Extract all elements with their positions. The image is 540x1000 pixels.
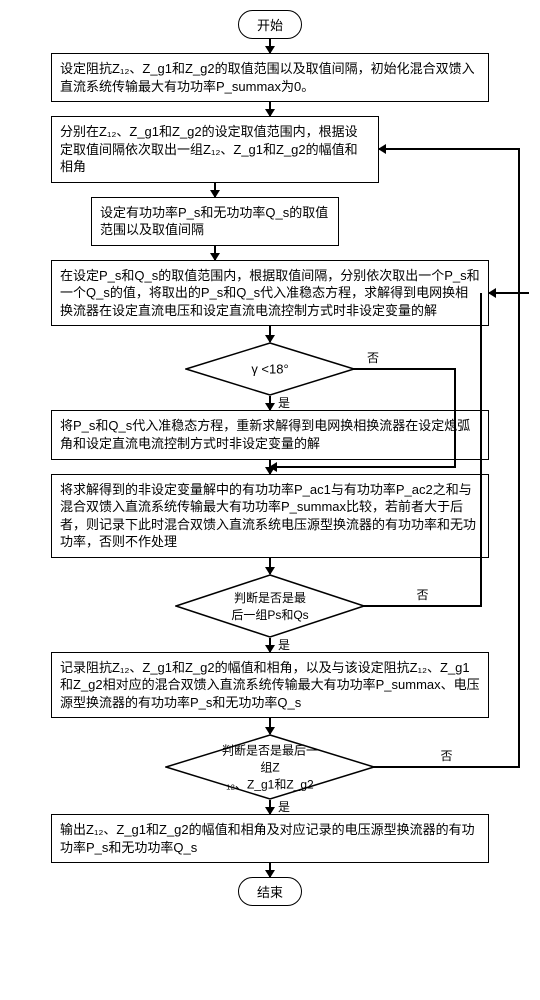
d1-no-h	[353, 368, 456, 370]
d3-no-label: 否	[441, 747, 453, 764]
d3-text: 判断是否是最后一组Z ₁₂、Z_g1和Z_g2	[218, 742, 323, 793]
d2-no-label: 否	[417, 586, 429, 603]
decision-d2: 判断是否是最 后一组Ps和Qs	[175, 574, 365, 638]
d2-text: 判断是否是最 后一组Ps和Qs	[231, 589, 308, 623]
box-b7: 记录阻抗Z₁₂、Z_g1和Z_g2的幅值和相角，以及与该设定阻抗Z₁₂、Z_g1…	[51, 652, 489, 719]
end-terminal: 结束	[238, 877, 302, 906]
a-b3	[214, 246, 216, 260]
a-d1	[269, 396, 271, 410]
b8-text: 输出Z₁₂、Z_g1和Z_g2的幅值和相角及对应记录的电压源型换流器的有功功率P…	[60, 822, 475, 855]
a-b4	[269, 326, 271, 342]
b1-text: 设定阻抗Z₁₂、Z_g1和Z_g2的取值范围以及取值间隔，初始化混合双馈入直流系…	[60, 61, 475, 94]
d1-text: γ <18°	[251, 362, 288, 377]
d1-no-h-bottom	[270, 466, 456, 468]
a-d2	[269, 638, 271, 652]
box-b4: 在设定P_s和Q_s的取值范围内，根据取值间隔，分别依次取出一个P_s和一个Q_…	[51, 260, 489, 327]
b4-text: 在设定P_s和Q_s的取值范围内，根据取值间隔，分别依次取出一个P_s和一个Q_…	[60, 268, 480, 318]
a-b8	[269, 863, 271, 877]
box-b3: 设定有功功率P_s和无功功率Q_s的取值范围以及取值间隔	[91, 197, 339, 246]
b6-text: 将求解得到的非设定变量解中的有功功率P_ac1与有功功率P_ac2之和与混合双馈…	[60, 482, 476, 550]
box-b6: 将求解得到的非设定变量解中的有功功率P_ac1与有功功率P_ac2之和与混合双馈…	[51, 474, 489, 558]
a-d3	[269, 800, 271, 814]
loop-d2-to-b4-h-top	[489, 292, 529, 294]
box-b8: 输出Z₁₂、Z_g1和Z_g2的幅值和相角及对应记录的电压源型换流器的有功功率P…	[51, 814, 489, 863]
a-b1	[269, 102, 271, 116]
start-text: 开始	[257, 18, 283, 33]
start-terminal: 开始	[238, 10, 302, 39]
d2-yes-label: 是	[278, 636, 290, 653]
d1-yes-label: 是	[278, 394, 290, 411]
d1-no-label: 否	[367, 349, 379, 366]
end-text: 结束	[257, 885, 283, 900]
a-b7	[269, 718, 271, 734]
a-start	[269, 39, 271, 53]
box-b5: 将P_s和Q_s代入准稳态方程，重新求解得到电网换相换流器在设定熄弧角和设定直流…	[51, 410, 489, 459]
b3-text: 设定有功功率P_s和无功功率Q_s的取值范围以及取值间隔	[100, 205, 328, 238]
decision-d3: 判断是否是最后一组Z ₁₂、Z_g1和Z_g2	[165, 734, 375, 800]
a-b5	[269, 460, 271, 474]
loop-d3-to-b2-v	[518, 149, 520, 767]
d3-yes-label: 是	[278, 798, 290, 815]
loop-d2-to-b4-v	[480, 293, 482, 606]
d2-no-h	[363, 605, 482, 607]
box-b1: 设定阻抗Z₁₂、Z_g1和Z_g2的取值范围以及取值间隔，初始化混合双馈入直流系…	[51, 53, 489, 102]
box-b2: 分别在Z₁₂、Z_g1和Z_g2的设定取值范围内，根据设定取值间隔依次取出一组Z…	[51, 116, 379, 183]
a-b6	[269, 558, 271, 574]
decision-d1: γ <18°	[185, 342, 355, 396]
d3-no-h	[373, 766, 520, 768]
b2-text: 分别在Z₁₂、Z_g1和Z_g2的设定取值范围内，根据设定取值间隔依次取出一组Z…	[60, 124, 358, 174]
a-b2	[214, 183, 216, 197]
b5-text: 将P_s和Q_s代入准稳态方程，重新求解得到电网换相换流器在设定熄弧角和设定直流…	[60, 418, 470, 451]
loop-d3-to-b2-h-top	[379, 148, 520, 150]
b7-text: 记录阻抗Z₁₂、Z_g1和Z_g2的幅值和相角，以及与该设定阻抗Z₁₂、Z_g1…	[60, 660, 480, 710]
